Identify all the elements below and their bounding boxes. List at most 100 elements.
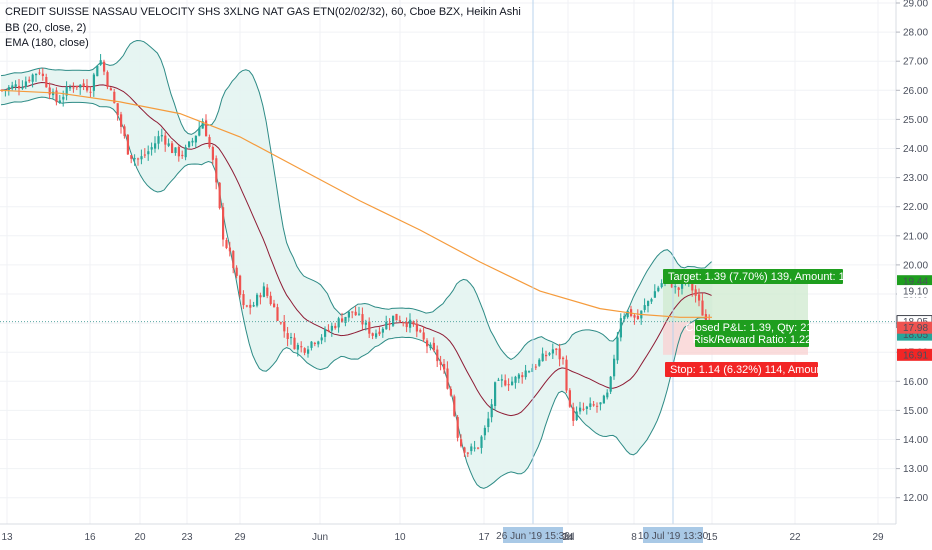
- candle-body: [392, 315, 395, 326]
- time-axis[interactable]: [0, 524, 896, 550]
- candle-body: [609, 376, 612, 392]
- closed-pnl-text: Closed P&L: 1.39, Qty: 219: [685, 322, 818, 334]
- candle-body: [55, 90, 58, 103]
- candle-body: [31, 74, 34, 82]
- candle-body: [177, 146, 180, 157]
- candle-body: [388, 323, 391, 325]
- y-tick-label: 22.00: [903, 202, 928, 213]
- candle-body: [106, 72, 109, 87]
- candle-body: [606, 392, 609, 398]
- candle-body: [517, 374, 520, 379]
- x-tick-label: 13: [1, 532, 13, 543]
- candle-body: [473, 447, 476, 449]
- candle-body: [256, 294, 259, 306]
- candle-body: [109, 88, 112, 91]
- y-tick-label: 15.00: [903, 406, 928, 417]
- candle-body: [643, 305, 646, 310]
- candle-body: [701, 300, 704, 316]
- x-tick-label: 20: [134, 532, 146, 543]
- candle-body: [103, 61, 106, 72]
- candle-body: [11, 85, 14, 89]
- candle-body: [286, 333, 289, 340]
- price-tag-text: 19.10: [903, 287, 928, 298]
- candle-body: [171, 143, 174, 154]
- candle-body: [211, 146, 214, 160]
- y-tick-label: 14.00: [903, 435, 928, 446]
- candle-body: [75, 85, 78, 88]
- candle-body: [276, 307, 279, 321]
- candle-body: [96, 65, 99, 77]
- candle-body: [116, 103, 119, 116]
- x-tick-label: 15: [706, 532, 718, 543]
- candle-body: [137, 158, 140, 160]
- crosshair-date-text-2: 10 Jul '19 13:30: [638, 531, 709, 542]
- ema-180-line: [0, 89, 712, 318]
- candle-body: [259, 295, 262, 298]
- candle-body: [317, 341, 320, 345]
- candle-body: [147, 151, 150, 155]
- candle-body: [65, 86, 68, 96]
- price-axis[interactable]: [896, 0, 932, 550]
- candle-body: [330, 325, 333, 331]
- candle-body: [497, 379, 500, 381]
- candle-body: [439, 361, 442, 365]
- candle-body: [296, 344, 299, 350]
- candle-body: [483, 427, 486, 436]
- price-tag-stop: 16.91: [897, 348, 932, 361]
- candle-body: [432, 342, 435, 351]
- candle-body: [279, 322, 282, 324]
- ema-indicator-label[interactable]: EMA (180, close): [5, 37, 89, 49]
- profit-zone[interactable]: [663, 281, 808, 322]
- target-label[interactable]: Target: 1.39 (7.70%) 139, Amount: 1304.4…: [663, 269, 878, 284]
- candle-body: [164, 135, 167, 145]
- candle-body: [320, 337, 323, 341]
- candle-body: [235, 267, 238, 276]
- candle-body: [381, 328, 384, 333]
- candle-body: [181, 154, 184, 157]
- candle-body: [198, 127, 201, 136]
- stop-label[interactable]: Stop: 1.14 (6.32%) 114, Amount: 750.34: [665, 362, 866, 377]
- x-tick-label: 23: [181, 532, 193, 543]
- candle-body: [562, 357, 565, 360]
- candle-body: [463, 447, 466, 453]
- candle-body: [466, 452, 469, 454]
- candle-body: [79, 84, 82, 88]
- risk-reward-text: Risk/Reward Ratio: 1.22: [693, 334, 812, 346]
- crosshair-date-text-1: 26 Jun '19 15:30: [496, 531, 570, 542]
- candle-body: [429, 344, 432, 349]
- candle-body: [456, 417, 459, 438]
- candle-body: [647, 301, 650, 307]
- candle-body: [500, 379, 503, 381]
- y-tick-label: 29.00: [903, 0, 928, 10]
- candle-body: [674, 286, 677, 288]
- candle-body: [160, 135, 163, 137]
- candle-body: [528, 371, 531, 373]
- bb-indicator-label[interactable]: BB (20, close, 2): [5, 22, 86, 34]
- candle-body: [28, 79, 31, 82]
- legend: CREDIT SUISSE NASSAU VELOCITY SHS 3XLNG …: [5, 6, 521, 49]
- candle-body: [385, 321, 388, 330]
- candle-body: [613, 358, 616, 377]
- candle-body: [436, 349, 439, 362]
- symbol-title[interactable]: CREDIT SUISSE NASSAU VELOCITY SHS 3XLNG …: [5, 6, 521, 18]
- candle-body: [249, 304, 252, 308]
- candle-body: [300, 346, 303, 348]
- closed-pnl-label[interactable]: Closed P&L: 1.39, Qty: 219 Risk/Reward R…: [685, 320, 819, 347]
- candle-body: [303, 348, 306, 353]
- candle-body: [596, 405, 599, 407]
- candle-body: [24, 81, 27, 88]
- y-tick-label: 20.00: [903, 260, 928, 271]
- y-tick-label: 21.00: [903, 231, 928, 242]
- candle-body: [201, 121, 204, 129]
- x-tick-label: 29: [234, 532, 246, 543]
- candle-body: [470, 446, 473, 452]
- candle-body: [575, 411, 578, 421]
- candle-body: [262, 286, 265, 297]
- candle-body: [92, 74, 95, 91]
- candle-body: [225, 240, 228, 248]
- candle-body: [215, 158, 218, 183]
- x-tick-label: 29: [872, 532, 884, 543]
